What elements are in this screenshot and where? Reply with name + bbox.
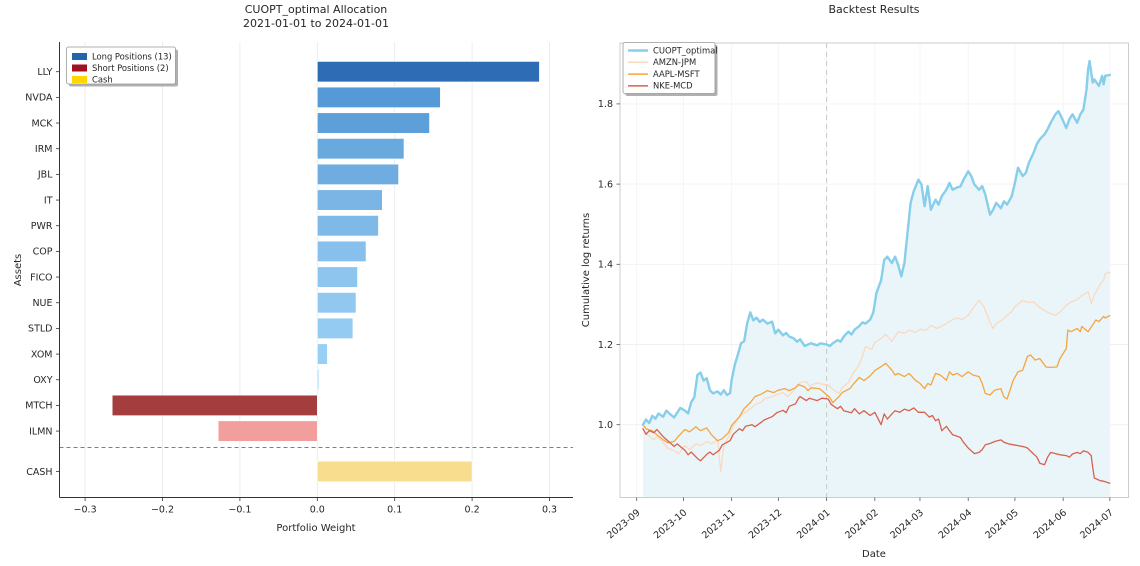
backtest-xaxis-label: Date	[862, 549, 886, 560]
bar-NVDA[interactable]	[316, 86, 441, 108]
asset-label-JBL: JBL	[37, 170, 53, 181]
x-tick-label: 2024-07	[1078, 507, 1115, 541]
x-tick-label: −0.1	[228, 505, 251, 516]
bar-JBL[interactable]	[316, 163, 399, 185]
bar-OXY[interactable]	[316, 369, 320, 391]
bar-FICO[interactable]	[316, 266, 358, 288]
y-tick-label: 1.4	[598, 260, 613, 271]
asset-label-CASH: CASH	[26, 467, 52, 478]
x-tick-label: 2024-05	[983, 507, 1020, 541]
legend-label: CUOPT_optimal	[653, 45, 718, 55]
x-tick-label: 2024-06	[1032, 507, 1069, 541]
bar-MCK[interactable]	[316, 112, 430, 134]
backtest-title: Backtest Results	[828, 3, 919, 16]
bar-IRM[interactable]	[316, 138, 405, 160]
asset-label-OXY: OXY	[33, 375, 52, 386]
x-tick-label: 0.0	[310, 505, 325, 516]
x-tick-label: 0.2	[465, 505, 480, 516]
cuopt-fill-area	[642, 61, 1110, 498]
allocation-legend: Long Positions (13) Short Positions (2)Ca…	[66, 46, 178, 87]
asset-label-FICO: FICO	[30, 272, 52, 283]
x-tick-label: −0.2	[151, 505, 174, 516]
legend-swatch	[72, 76, 87, 83]
asset-label-XOM: XOM	[31, 349, 53, 360]
bar-COP[interactable]	[316, 240, 367, 262]
legend-swatch	[72, 53, 87, 60]
asset-label-PWR: PWR	[31, 221, 53, 232]
bar-MTCH[interactable]	[111, 394, 318, 416]
asset-label-NUE: NUE	[32, 298, 52, 309]
allocation-title: CUOPT_optimal Allocation	[245, 3, 388, 16]
legend-box	[622, 42, 716, 94]
x-tick-label: 2024-04	[937, 507, 974, 541]
x-tick-label: 0.1	[387, 505, 402, 516]
asset-label-COP: COP	[33, 247, 53, 258]
y-tick-label: 1.0	[598, 420, 613, 431]
bar-XOM[interactable]	[316, 343, 328, 365]
bar-IT[interactable]	[316, 189, 383, 211]
y-tick-label: 1.6	[598, 179, 613, 190]
series-line-AMZN-JPM[interactable]	[642, 271, 1111, 473]
legend-label: AAPL-MSFT	[653, 69, 700, 79]
series-line-CUOPT_optimal[interactable]	[641, 59, 1112, 426]
asset-label-IRM: IRM	[35, 144, 53, 155]
backtest-yaxis-label: Cumulative log returns	[581, 213, 592, 327]
x-tick-label: 2024-01	[795, 507, 832, 541]
series-line-NKE-MCD[interactable]	[642, 395, 1111, 484]
asset-label-LLY: LLY	[37, 67, 52, 78]
bar-PWR[interactable]	[316, 215, 379, 237]
legend-box	[66, 46, 176, 85]
y-tick-label: 1.2	[598, 340, 613, 351]
asset-label-ILMN: ILMN	[29, 426, 52, 437]
allocation-xaxis-label: Portfolio Weight	[276, 523, 355, 534]
asset-label-NVDA: NVDA	[25, 93, 53, 104]
x-tick-label: 2023-11	[700, 507, 737, 541]
x-tick-label: 2023-12	[747, 507, 784, 541]
x-tick-label: 2024-02	[843, 507, 880, 541]
legend-swatch	[72, 64, 87, 72]
bar-LLY[interactable]	[316, 61, 540, 83]
bar-ILMN[interactable]	[217, 420, 318, 442]
plot-border	[619, 42, 1129, 498]
legend-label: Short Positions (2)	[92, 63, 169, 73]
asset-label-MTCH: MTCH	[25, 401, 52, 412]
backtest-legend: CUOPT_optimal AMZN-JPM AAPL-MSFT NKE-MCD	[622, 42, 718, 96]
allocation-subtitle: 2021-01-01 to 2024-01-01	[243, 17, 389, 30]
legend-label: AMZN-JPM	[653, 57, 696, 67]
x-tick-label: −0.3	[74, 505, 97, 516]
bar-STLD[interactable]	[316, 317, 354, 339]
x-tick-label: 2023-09	[605, 507, 642, 541]
asset-label-STLD: STLD	[28, 324, 52, 335]
legend-label: Long Positions (13)	[92, 51, 172, 61]
allocation-chart: LLY NVDA MCK IRM JBL IT PWR COP FICO NUE STLD XOM OX…	[25, 42, 573, 516]
legend-label: Cash	[92, 74, 113, 84]
series-line-AAPL-MSFT[interactable]	[642, 314, 1111, 444]
x-tick-label: 2023-10	[652, 507, 689, 541]
backtest-chart: 1.0 1.2 1.4 1.6 1.8 2023-09 2023-10 2023-11 2023…	[598, 42, 1129, 541]
legend-label: NKE-MCD	[653, 81, 693, 91]
allocation-yaxis-label: Assets	[13, 254, 24, 287]
asset-label-IT: IT	[44, 195, 53, 206]
asset-label-MCK: MCK	[31, 118, 53, 129]
bar-CASH[interactable]	[316, 460, 473, 483]
x-tick-label: 0.3	[542, 505, 557, 516]
bar-NUE[interactable]	[316, 292, 357, 314]
x-tick-label: 2024-03	[888, 507, 925, 541]
y-tick-label: 1.8	[598, 99, 613, 110]
